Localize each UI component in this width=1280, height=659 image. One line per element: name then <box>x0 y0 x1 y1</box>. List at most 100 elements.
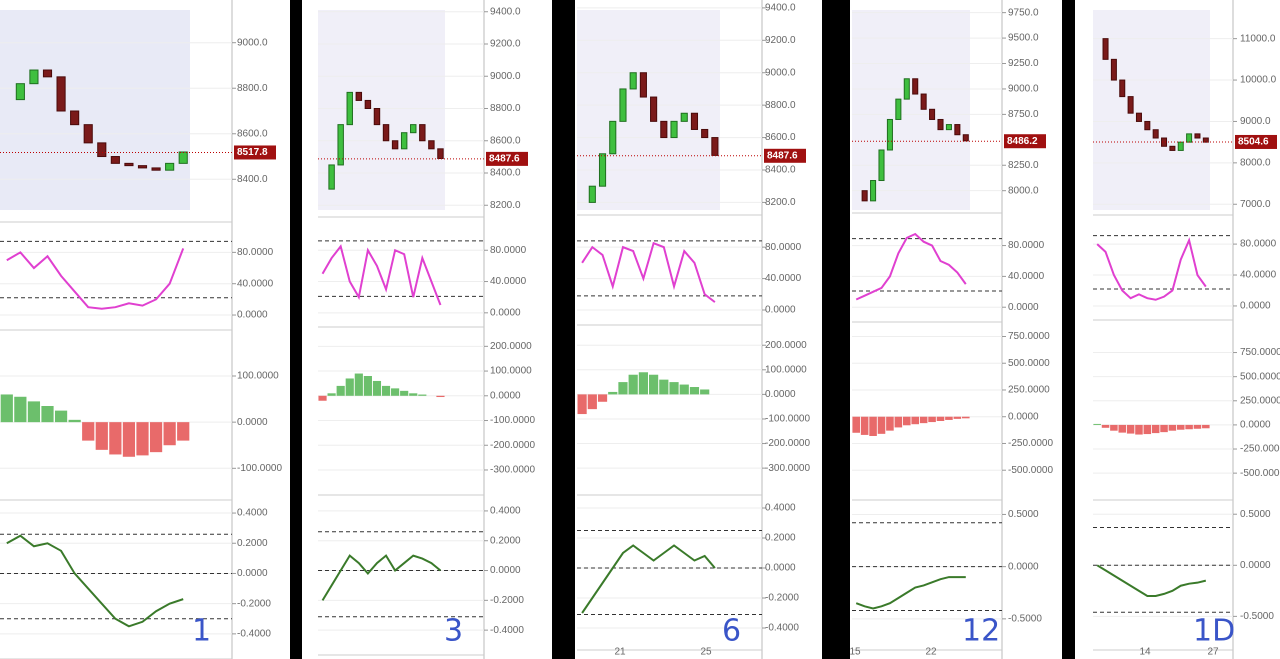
candle <box>1169 145 1176 151</box>
y-tick-label: 200.0000 <box>765 340 807 351</box>
histogram-bar <box>1093 423 1101 425</box>
histogram-bar <box>1135 424 1143 435</box>
y-tick-label: -0.2000 <box>765 593 799 604</box>
y-tick-label: 9250.0 <box>1008 58 1039 69</box>
band-shade <box>852 10 970 210</box>
candle <box>1102 38 1109 60</box>
candle <box>870 180 877 202</box>
candle <box>364 99 372 110</box>
y-tick-label: 200.0000 <box>490 341 532 352</box>
histogram-bar <box>436 395 445 398</box>
handwritten-note: 6 <box>722 614 741 649</box>
candle <box>1127 96 1134 114</box>
price-tag-label: 8487.6 <box>767 150 798 161</box>
histogram-bar <box>372 380 382 396</box>
candle <box>690 112 699 130</box>
histogram-bar <box>1193 424 1202 429</box>
histogram-bar <box>68 419 81 423</box>
y-tick-label: -0.4000 <box>237 629 271 640</box>
y-tick-label: 80.0000 <box>1240 239 1277 250</box>
candle <box>878 149 885 182</box>
candle <box>15 83 25 101</box>
y-tick-label: 0.0000 <box>237 310 268 321</box>
histogram-bar <box>679 384 689 395</box>
candle <box>70 110 80 126</box>
candle <box>937 118 944 131</box>
y-tick-label: 40.0000 <box>1240 270 1277 281</box>
y-tick-label: 0.0000 <box>1008 411 1039 422</box>
x-tick-label: 15 <box>849 647 861 658</box>
y-tick-label: 8600.0 <box>237 128 268 139</box>
stoch-line <box>321 244 442 306</box>
histogram-bar <box>336 385 345 396</box>
band-shade <box>1093 10 1210 210</box>
candle <box>598 153 607 187</box>
y-tick-label: 9000.0 <box>237 37 268 48</box>
y-tick-label: -100.0000 <box>490 415 535 426</box>
osc-line <box>321 554 442 601</box>
y-tick-label: -300.0000 <box>765 463 810 474</box>
histogram-bar <box>1118 424 1127 433</box>
y-tick-label: 8400.0 <box>765 165 796 176</box>
histogram-bar <box>618 382 628 395</box>
y-tick-label: 8200.0 <box>490 200 521 211</box>
candle <box>945 124 952 131</box>
y-tick-label: 0.2000 <box>237 538 268 549</box>
handwritten-note: 12 <box>962 614 1000 649</box>
stoch-line <box>1096 237 1207 301</box>
candle <box>410 124 417 134</box>
y-tick-label: 80.0000 <box>237 247 274 258</box>
y-tick-label: 9200.0 <box>490 39 521 50</box>
candle <box>382 124 390 142</box>
candle <box>1161 137 1168 147</box>
histogram-bar <box>953 416 962 419</box>
candle <box>609 120 617 155</box>
price-tag <box>486 151 528 166</box>
histogram-bar <box>1176 424 1185 430</box>
histogram-bar <box>961 416 970 419</box>
histogram-bar <box>628 374 638 395</box>
y-tick-label: -500.0000 <box>1008 465 1053 476</box>
y-tick-label: 0.0000 <box>1240 301 1271 312</box>
histogram-bar <box>381 385 391 396</box>
candle <box>83 124 93 144</box>
histogram-bar <box>936 416 945 422</box>
y-tick-label: 8000.0 <box>1008 185 1039 196</box>
stoch-line <box>581 241 716 303</box>
candle <box>680 112 688 122</box>
y-tick-label: 8800.0 <box>490 103 521 114</box>
candle <box>328 164 335 190</box>
candle <box>1135 112 1142 122</box>
histogram-bar <box>608 391 618 395</box>
histogram-bar <box>0 394 13 423</box>
x-tick-label: 27 <box>1207 647 1219 658</box>
candle <box>124 162 134 167</box>
x-tick-label: 14 <box>1139 647 1151 658</box>
candle <box>42 69 53 78</box>
y-tick-label: 9400.0 <box>490 6 521 17</box>
histogram-bar <box>391 388 400 396</box>
y-tick-label: 9400.0 <box>765 3 796 14</box>
y-tick-label: 0.4000 <box>237 508 268 519</box>
candle <box>428 140 435 150</box>
histogram-bar <box>95 422 108 450</box>
histogram-bar <box>860 416 869 435</box>
price-tag-label: 8486.2 <box>1007 136 1038 147</box>
histogram-bar <box>1143 424 1152 435</box>
y-tick-label: 9750.0 <box>1008 7 1039 18</box>
histogram-bar <box>919 416 928 424</box>
y-tick-label: 0.5000 <box>1240 509 1271 520</box>
y-tick-label: 10000.0 <box>1240 75 1277 86</box>
candle <box>1186 133 1193 143</box>
y-tick-label: 8250.0 <box>1008 160 1039 171</box>
candle <box>912 78 919 95</box>
y-tick-label: 0.0000 <box>765 563 796 574</box>
candle <box>97 142 107 158</box>
y-tick-label: -0.4000 <box>765 623 799 634</box>
y-tick-label: 7000.0 <box>1240 199 1271 210</box>
y-tick-label: 0.0000 <box>237 417 268 428</box>
y-tick-label: 80.0000 <box>765 242 802 253</box>
y-tick-label: 0.0000 <box>1008 302 1039 313</box>
histogram-bar <box>689 387 700 395</box>
histogram-bar <box>41 406 54 423</box>
